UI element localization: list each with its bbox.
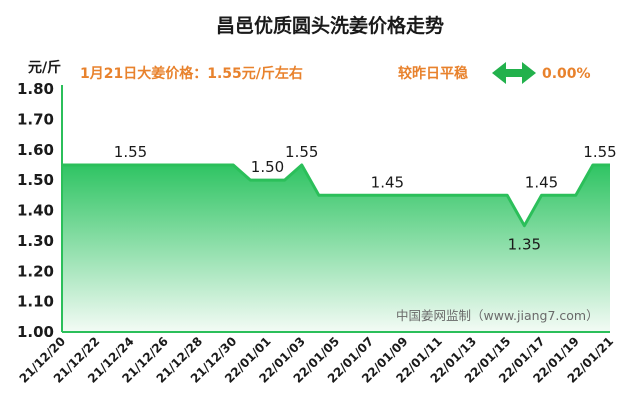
data-label: 1.45 <box>371 173 404 191</box>
y-tick-label: 1.80 <box>17 80 54 98</box>
series-line <box>62 163 610 228</box>
chart-title: 昌邑优质圆头洗姜价格走势 <box>216 14 444 37</box>
compare-label: 较昨日平稳 <box>398 65 468 82</box>
y-tick-label: 1.00 <box>17 323 54 341</box>
data-label: 1.55 <box>285 143 318 161</box>
change-percent: 0.00% <box>542 66 591 82</box>
data-label: 1.55 <box>114 143 147 161</box>
plot-area: 1.001.101.201.301.401.501.601.701.8021/1… <box>17 80 617 386</box>
data-label: 1.50 <box>251 158 284 176</box>
data-label: 1.45 <box>525 173 558 191</box>
watermark: 中国姜网监制（www.jiang7.com） <box>396 308 599 323</box>
series-area-fill <box>62 164 610 332</box>
y-axis-unit-label: 元/斤 <box>28 59 61 76</box>
y-tick-label: 1.40 <box>17 202 54 220</box>
double-arrow-icon <box>492 62 536 84</box>
y-tick-label: 1.10 <box>17 293 54 311</box>
y-tick-label: 1.30 <box>17 232 54 250</box>
data-label: 1.55 <box>583 143 616 161</box>
price-today-annotation: 1月21日大姜价格：1.55元/斤左右 <box>80 65 303 82</box>
data-label: 1.35 <box>508 236 541 254</box>
y-tick-label: 1.60 <box>17 141 54 159</box>
y-tick-label: 1.20 <box>17 262 54 280</box>
y-tick-label: 1.70 <box>17 110 54 128</box>
y-tick-label: 1.50 <box>17 171 54 189</box>
